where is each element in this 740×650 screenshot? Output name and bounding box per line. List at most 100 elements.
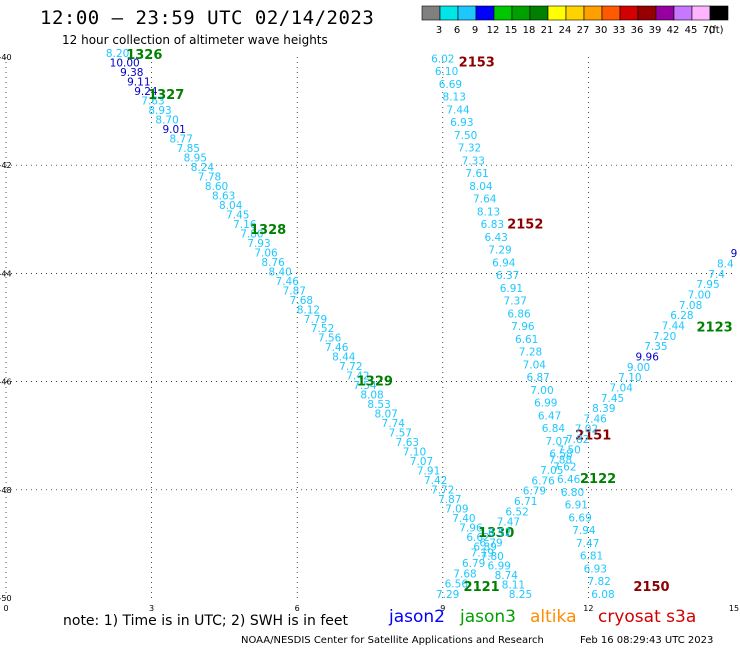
- wave-height-point: 8.04: [469, 181, 493, 193]
- wave-height-point: 7.50: [454, 130, 477, 142]
- colorbar-tick-label: 6: [454, 25, 460, 36]
- wave-height-point: 6.86: [507, 308, 531, 320]
- wave-height-point: 6.93: [584, 563, 607, 575]
- wave-height-point: 8.74: [495, 570, 519, 582]
- colorbar-unit: (ft): [708, 25, 723, 36]
- wave-height-point: 8.76: [261, 257, 285, 269]
- wave-height-point: 7.50: [557, 444, 580, 456]
- wave-height-point: 6.99: [534, 398, 557, 410]
- wave-height-point: 6.94: [492, 257, 516, 269]
- pass-time-label: 1330: [478, 526, 514, 541]
- satellite-jason2: jason2: [389, 607, 445, 627]
- pass-time-label: 1326: [126, 48, 162, 63]
- wave-height-point: 7.47: [497, 517, 520, 529]
- y-tick-label: -42: [0, 161, 12, 170]
- wave-height-point: 9.01: [162, 124, 185, 136]
- wave-height-point: 7.80: [480, 551, 503, 563]
- wave-height-point: 6.62: [466, 532, 489, 544]
- wave-height-point: 9.24: [134, 86, 158, 98]
- x-tick-label: 15: [729, 604, 739, 613]
- credit-line: NOAA/NESDIS Center for Satellite Applica…: [241, 635, 544, 646]
- wave-height-point: 7.82: [566, 434, 589, 446]
- wave-height-point: 6.79: [462, 558, 485, 570]
- wave-height-point: 7.57: [389, 428, 412, 440]
- pass-time-label: 2151: [575, 429, 611, 444]
- wave-height-point: 7.87: [438, 494, 461, 506]
- wave-height-point: 7.96: [511, 321, 535, 333]
- wave-height-point: 7.04: [610, 382, 634, 394]
- wave-height-point: 8.08: [360, 390, 383, 402]
- wave-height-point: 7.61: [465, 168, 488, 180]
- wave-height-point: 6.69: [439, 79, 462, 91]
- wave-height-point: 7.00: [688, 289, 711, 301]
- wave-height-point: 7.42: [346, 371, 369, 383]
- generated-timestamp: Feb 16 08:29:43 UTC 2023: [580, 635, 714, 646]
- wave-height-point: 6.46: [557, 474, 581, 486]
- wave-height-point: 7.20: [653, 331, 676, 343]
- colorbar-tick-label: 39: [649, 25, 662, 36]
- pass-time-label: 1329: [357, 375, 393, 390]
- wave-height-point: 7.10: [403, 447, 426, 459]
- wave-height-point: 7.46: [583, 413, 607, 425]
- wave-height-point: 6.91: [500, 283, 523, 295]
- wave-height-point: 7.46: [325, 342, 349, 354]
- wave-height-point: 7.82: [587, 576, 610, 588]
- x-tick-label: 9: [440, 604, 445, 613]
- wave-height-point: 7.95: [696, 279, 719, 291]
- wave-height-point: 7.88: [549, 455, 572, 467]
- page-subtitle: 12 hour collection of altimeter wave hei…: [62, 33, 328, 47]
- wave-height-point: 7.28: [519, 347, 542, 359]
- x-tick-label: 3: [149, 604, 154, 613]
- wave-height-point: 8.20: [106, 48, 129, 60]
- wave-height-point: 8.13: [443, 92, 466, 104]
- page-title: 12:00 – 23:59 UTC 02/14/2023: [40, 7, 375, 29]
- wave-height-point: 8.95: [184, 152, 207, 164]
- wave-height-point: 7.29: [436, 589, 459, 601]
- wave-height-point: 7.06: [254, 247, 278, 259]
- wave-height-point: 7.63: [396, 437, 419, 449]
- wave-height-point: 8.70: [155, 114, 178, 126]
- wave-height-point: 6.80: [561, 487, 584, 499]
- wave-height-point: 7.44: [446, 104, 470, 116]
- pass-time-label: 2121: [464, 580, 500, 595]
- wave-height-point: 6.89: [473, 542, 496, 554]
- wave-height-point: 8.60: [205, 181, 228, 193]
- wave-height-point: 7.32: [458, 143, 481, 155]
- wave-height-point: 7.08: [679, 300, 702, 312]
- wave-height-point: 8.93: [148, 105, 171, 117]
- wave-height-point: 7.79: [304, 314, 327, 326]
- wave-height-point: 7.4: [708, 269, 725, 281]
- wave-height-point: 7.74: [382, 418, 406, 430]
- wave-height-point: 7.10: [618, 372, 641, 384]
- wave-height-point: 9.96: [636, 351, 660, 363]
- wave-height-point: 7.47: [576, 538, 599, 550]
- wave-height-point: 6.58: [549, 449, 572, 461]
- pass-time-label: 2153: [459, 55, 495, 70]
- wave-height-point: 8.12: [297, 304, 320, 316]
- wave-height-point: 6.69: [568, 512, 591, 524]
- colorbar-tick-label: 12: [487, 25, 500, 36]
- wave-height-point: 7.78: [198, 171, 221, 183]
- wave-height-point: 8.04: [219, 200, 243, 212]
- wave-height-point: 8.63: [212, 190, 235, 202]
- wave-height-point: 7.19: [471, 548, 494, 560]
- wave-height-point: 7.93: [247, 238, 270, 250]
- wave-height-point: 7.35: [644, 341, 667, 353]
- colorbar-tick-label: 18: [523, 25, 536, 36]
- wave-height-point: 7.29: [488, 245, 511, 257]
- wave-height-point: 6.84: [542, 423, 566, 435]
- wave-height-point: 8.44: [332, 352, 356, 364]
- wave-height-point: 6.52: [488, 527, 511, 539]
- x-tick-label: 6: [295, 604, 300, 613]
- colorbar-tick-label: 21: [541, 25, 554, 36]
- color-scale-legend: 3 6 9 12 15 18 21 24 27 30 33 36 39 42 45 70(ft): [421, 5, 729, 36]
- satellite-altika: altika: [530, 607, 577, 627]
- wave-height-point: 8.25: [509, 589, 532, 601]
- wave-height-point: 7.16: [233, 219, 257, 231]
- wave-height-point: 7.09: [445, 504, 468, 516]
- wave-height-point: 6.81: [580, 551, 603, 563]
- pass-time-label: 2150: [633, 580, 669, 595]
- wave-height-point: 8.24: [191, 162, 215, 174]
